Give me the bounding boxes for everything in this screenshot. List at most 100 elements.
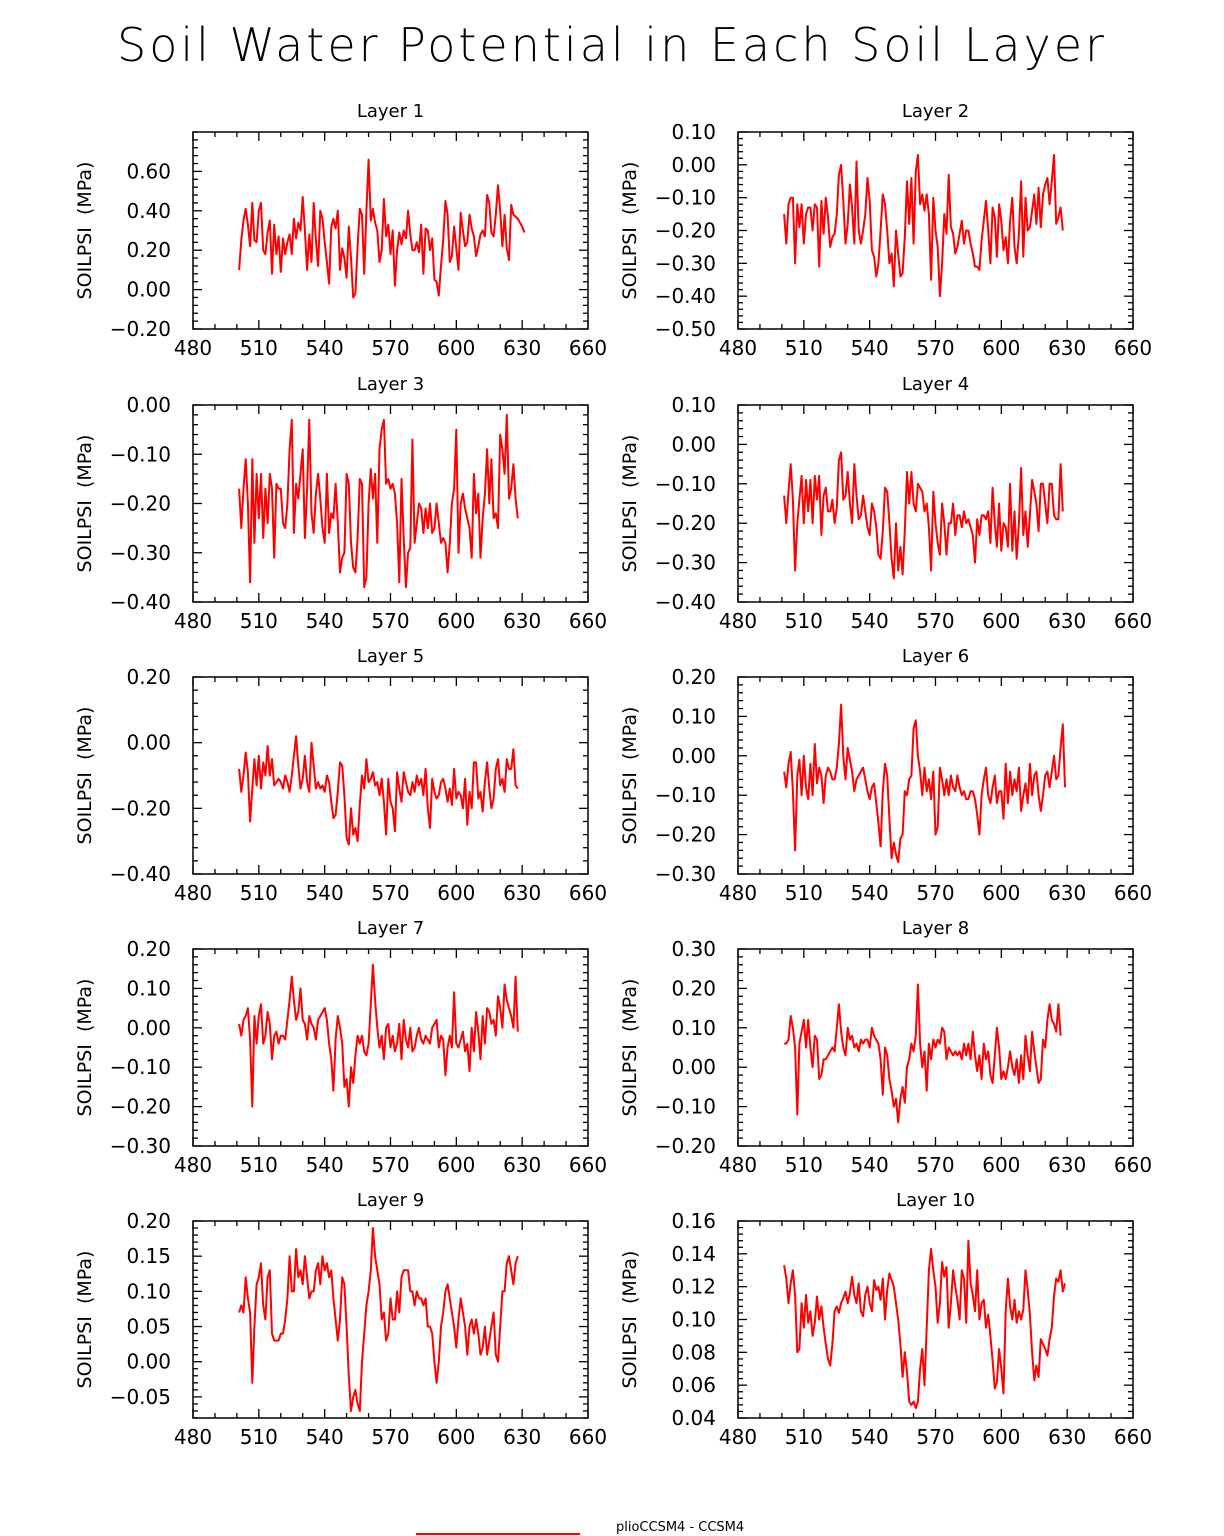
- y-tick-label: 0.00: [126, 393, 171, 417]
- y-tick-label: −0.10: [655, 1095, 716, 1119]
- y-tick-label: 0.60: [126, 159, 171, 183]
- y-tick-label: −0.20: [655, 823, 716, 847]
- panel-title: Layer 5: [357, 646, 424, 667]
- chart-panel-2: Layer 2 SOILPSI (MPa) 480 510 540 570 600 630 66…: [619, 101, 1152, 360]
- series-line: [783, 154, 1064, 298]
- y-tick-label: 0.10: [671, 1016, 716, 1040]
- panel-title: Layer 8: [902, 918, 969, 939]
- panel-title: Layer 6: [902, 646, 969, 667]
- y-tick-label: 0.20: [126, 1209, 171, 1233]
- x-tick-label: 630: [503, 1153, 541, 1177]
- panel-title: Layer 2: [902, 101, 969, 122]
- y-tick-label: 0.10: [671, 704, 716, 728]
- chart-panel-8: Layer 8 SOILPSI (MPa) 480 510 540 570 600 630 66…: [619, 918, 1152, 1177]
- x-tick-label: 510: [785, 609, 823, 633]
- y-tick-label: −0.20: [110, 1095, 171, 1119]
- x-tick-label: 480: [174, 1153, 212, 1177]
- series-line: [238, 413, 519, 589]
- x-tick-label: 630: [503, 336, 541, 360]
- x-tick-label: 540: [306, 1425, 344, 1449]
- x-tick-label: 600: [437, 881, 475, 905]
- x-tick-label: 570: [916, 1153, 954, 1177]
- y-tick-label: 0.20: [671, 665, 716, 689]
- legend-label: plioCCSM4 - CCSM4: [616, 1520, 745, 1535]
- y-axis-label: SOILPSI (MPa): [74, 1251, 96, 1389]
- y-tick-label: −0.40: [110, 590, 171, 614]
- plot-frame: [192, 1220, 589, 1419]
- series-line: [784, 983, 1062, 1124]
- x-tick-label: 600: [982, 609, 1020, 633]
- y-tick-label: 0.04: [671, 1406, 716, 1430]
- chart-panel-5: Layer 5 SOILPSI (MPa) 480 510 540 570 600 630 66…: [74, 646, 607, 905]
- main-title: Soil Water Potential in Each Soil Layer: [117, 18, 1107, 72]
- y-tick-label: 0.00: [126, 278, 171, 302]
- x-tick-label: 600: [982, 1153, 1020, 1177]
- legend: plioCCSM4 - CCSM4: [0, 1512, 1224, 1536]
- x-tick-label: 600: [437, 336, 475, 360]
- x-tick-label: 660: [1114, 336, 1152, 360]
- y-tick-label: 0.20: [126, 238, 171, 262]
- x-tick-label: 660: [569, 881, 607, 905]
- y-tick-label: −0.30: [655, 551, 716, 575]
- y-tick-label: 0.00: [671, 153, 716, 177]
- y-tick-label: −0.10: [110, 1055, 171, 1079]
- x-tick-label: 540: [306, 1153, 344, 1177]
- x-tick-label: 540: [306, 336, 344, 360]
- y-axis-label: SOILPSI (MPa): [619, 707, 641, 845]
- panel-title: Layer 7: [357, 918, 424, 939]
- y-tick-label: 0.00: [671, 744, 716, 768]
- y-tick-label: 0.14: [671, 1242, 716, 1266]
- x-tick-label: 540: [306, 881, 344, 905]
- y-axis-label: SOILPSI (MPa): [619, 979, 641, 1117]
- x-tick-label: 480: [174, 1425, 212, 1449]
- plot-frame: [737, 404, 1134, 603]
- x-tick-label: 660: [569, 1153, 607, 1177]
- y-tick-label: −0.10: [655, 186, 716, 210]
- panel-title: Layer 9: [357, 1190, 424, 1211]
- x-tick-label: 630: [503, 1425, 541, 1449]
- y-axis-label: SOILPSI (MPa): [619, 162, 641, 300]
- y-tick-label: 0.10: [126, 976, 171, 1000]
- plot-frame: [737, 1220, 1134, 1419]
- legend-line-swatch: [416, 1533, 580, 1535]
- x-tick-label: 630: [1048, 609, 1086, 633]
- panel-title: Layer 10: [896, 1190, 975, 1211]
- x-tick-label: 480: [719, 881, 757, 905]
- x-tick-label: 600: [437, 1425, 475, 1449]
- y-tick-label: 0.05: [126, 1315, 171, 1339]
- x-tick-label: 630: [1048, 1425, 1086, 1449]
- y-tick-label: 0.15: [126, 1244, 171, 1268]
- y-tick-label: −0.20: [655, 219, 716, 243]
- y-tick-label: 0.00: [126, 731, 171, 755]
- x-tick-label: 540: [851, 336, 889, 360]
- y-tick-label: 0.00: [671, 432, 716, 456]
- y-tick-label: −0.10: [655, 783, 716, 807]
- x-tick-label: 510: [240, 1153, 278, 1177]
- y-tick-label: 0.00: [126, 1016, 171, 1040]
- x-tick-label: 480: [719, 1425, 757, 1449]
- y-tick-label: −0.30: [655, 251, 716, 275]
- x-tick-label: 510: [785, 1153, 823, 1177]
- x-tick-label: 600: [437, 1153, 475, 1177]
- x-tick-label: 660: [569, 609, 607, 633]
- y-tick-label: 0.10: [126, 1279, 171, 1303]
- y-tick-label: 0.16: [671, 1209, 716, 1233]
- y-tick-label: −0.05: [110, 1385, 171, 1409]
- series-line: [783, 703, 1066, 864]
- x-tick-label: 600: [982, 1425, 1020, 1449]
- x-tick-label: 660: [1114, 881, 1152, 905]
- series-line: [238, 963, 519, 1108]
- chart-panel-9: Layer 9 SOILPSI (MPa) 480 510 540 570 600 630 66…: [74, 1190, 607, 1449]
- x-tick-label: 480: [719, 609, 757, 633]
- y-tick-label: −0.20: [655, 1134, 716, 1158]
- y-tick-label: −0.30: [110, 541, 171, 565]
- x-tick-label: 570: [916, 1425, 954, 1449]
- x-tick-label: 510: [785, 336, 823, 360]
- panel-title: Layer 4: [902, 374, 969, 395]
- chart-panel-6: Layer 6 SOILPSI (MPa) 480 510 540 570 600 630 66…: [619, 646, 1152, 905]
- plot-frame: [192, 131, 589, 330]
- y-axis-label: SOILPSI (MPa): [74, 162, 96, 300]
- x-tick-label: 570: [371, 881, 409, 905]
- y-tick-label: 0.10: [671, 393, 716, 417]
- x-tick-label: 510: [240, 609, 278, 633]
